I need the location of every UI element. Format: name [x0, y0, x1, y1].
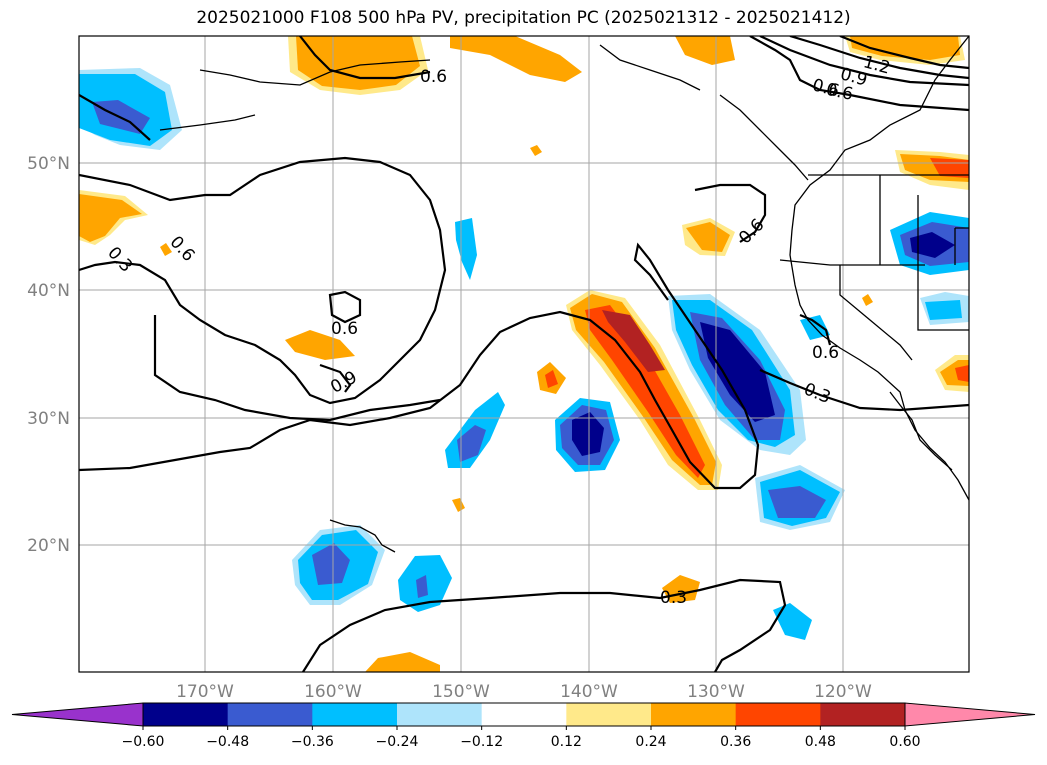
lat-tick-label: 20°N [27, 536, 70, 556]
colorbar-label: −0.12 [460, 734, 503, 750]
colorbar-bin [227, 703, 313, 726]
map-panel [79, 36, 969, 672]
lat-tick-label: 40°N [27, 281, 70, 301]
colorbar-frame [142, 702, 906, 727]
map-title: 2025021000 F108 500 hPa PV, precipitatio… [196, 8, 851, 28]
contour-label: 0.6 [812, 343, 839, 363]
lon-tick-label: 140°W [560, 682, 618, 702]
colorbar-label: 0.60 [889, 734, 920, 750]
colorbar-extend-high [904, 702, 1036, 727]
lat-tick-labels: 50°N 40°N 30°N 20°N [27, 154, 70, 556]
colorbar-label: −0.48 [206, 734, 249, 750]
colorbar-bin [735, 703, 821, 726]
colorbar: −0.60 −0.48 −0.36 −0.24 −0.12 0.12 0.24 0.36 0.4… [11, 702, 1036, 750]
lon-tick-label: 130°W [687, 682, 745, 702]
coastlines [159, 36, 969, 553]
contour-label: 0.6 [420, 67, 447, 87]
pv-contours [79, 36, 969, 672]
graticule [79, 36, 969, 672]
contour-label: 0.6 [331, 319, 358, 339]
lon-tick-label: 120°W [814, 682, 872, 702]
colorbar-bin [397, 703, 483, 726]
colorbar-label: −0.24 [376, 734, 419, 750]
colorbar-label: 0.24 [635, 734, 666, 750]
colorbar-extend-low [11, 702, 144, 727]
colorbar-label: −0.36 [291, 734, 334, 750]
colorbar-bin [481, 703, 567, 726]
colorbar-bin [820, 703, 906, 726]
lat-tick-label: 30°N [27, 409, 70, 429]
precipitation-shading [79, 36, 969, 672]
lon-tick-label: 170°W [176, 682, 234, 702]
colorbar-bin [143, 703, 229, 726]
colorbar-bin [651, 703, 737, 726]
contour-label: 0.3 [660, 588, 687, 608]
map-frame [78, 35, 970, 673]
colorbar-bin [312, 703, 398, 726]
lon-tick-labels: 170°W 160°W 150°W 140°W 130°W 120°W [176, 682, 872, 702]
lon-tick-label: 160°W [304, 682, 362, 702]
lat-tick-label: 50°N [27, 154, 70, 174]
colorbar-label: 0.36 [720, 734, 751, 750]
lon-tick-label: 150°W [432, 682, 490, 702]
colorbar-label: 0.48 [805, 734, 836, 750]
colorbar-bin [566, 703, 652, 726]
colorbar-label: 0.12 [551, 734, 582, 750]
colorbar-label: −0.60 [122, 734, 165, 750]
